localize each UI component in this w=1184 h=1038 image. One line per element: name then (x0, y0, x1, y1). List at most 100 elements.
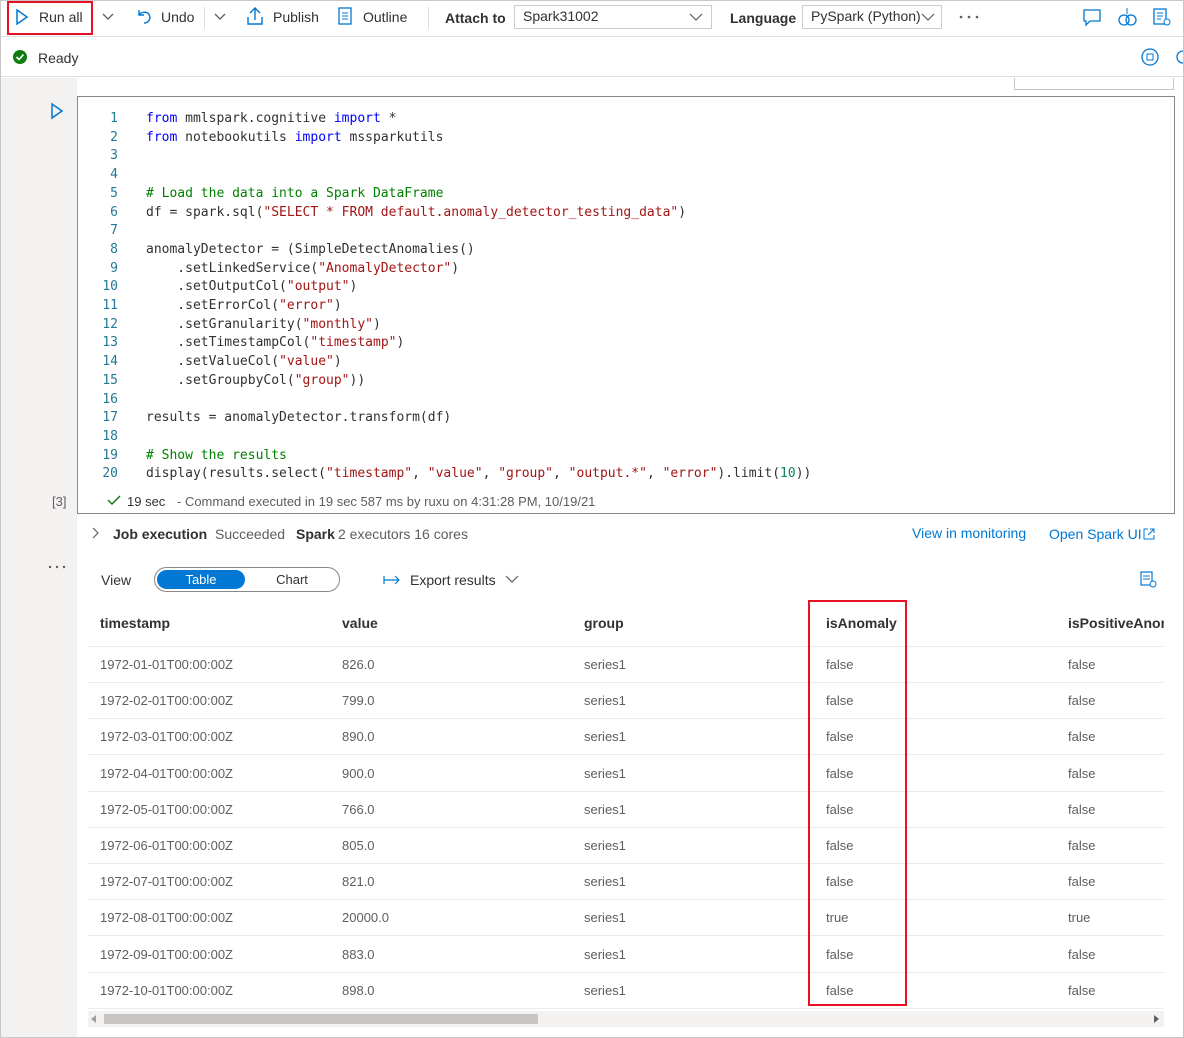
line-number: 11 (102, 298, 118, 313)
row-divider (88, 826, 1164, 828)
table-cell: false (826, 693, 854, 709)
table-cell: false (826, 946, 854, 962)
column-header: isAnomaly (826, 615, 897, 631)
code-line: results = anomalyDetector.transform(df) (146, 410, 451, 425)
table-cell: false (1068, 838, 1096, 853)
attach-dropdown[interactable]: Spark31002 (514, 5, 712, 29)
chart-toggle[interactable]: Chart (276, 572, 308, 587)
row-divider (88, 863, 1164, 864)
code-token: .setOutputCol( (146, 279, 287, 295)
code-token: "SELECT * FROM default.anomaly_detector_… (263, 204, 679, 220)
code-token: "error" (662, 466, 718, 482)
scroll-thumb[interactable] (104, 1014, 538, 1024)
code-token: mssparkutils (341, 129, 444, 145)
code-token: notebookutils (177, 129, 295, 145)
code-line: df = spark.sql("SELECT * FROM default.an… (146, 205, 686, 220)
code-token: "value" (279, 354, 334, 370)
code-token: "output.*" (568, 466, 647, 482)
open-spark-ui-link[interactable]: Open Spark UI (1049, 526, 1142, 542)
code-line: .setTimestampCol("timestamp") (146, 335, 404, 350)
stop-session-button[interactable] (1140, 47, 1160, 67)
outline-button[interactable]: Outline (363, 9, 408, 25)
column-settings-button[interactable] (1139, 570, 1157, 588)
spark-label: Spark (296, 526, 335, 542)
code-token: from (146, 129, 178, 145)
publish-icon (247, 7, 263, 25)
properties-button[interactable] (1152, 7, 1172, 27)
view-monitoring-link[interactable]: View in monitoring (912, 525, 1027, 541)
success-icon (107, 495, 121, 506)
table-cell: false (826, 729, 854, 745)
row-divider (88, 1007, 1164, 1009)
play-icon (16, 9, 29, 25)
table-cell: series1 (584, 910, 626, 926)
chevron[interactable] (213, 11, 227, 23)
code-line: # Load the data into a Spark DataFrame (146, 186, 443, 201)
settings-button[interactable] (1173, 47, 1184, 67)
code-token: ) (373, 316, 381, 332)
table-cell: 1972-07-01T00:00:00Z (100, 874, 233, 890)
row-divider (88, 682, 1164, 683)
code-token: # Show the results (146, 447, 287, 463)
line-number: 1 (110, 111, 118, 126)
code-token: ) (333, 354, 342, 370)
chevron[interactable] (505, 574, 519, 584)
code-cell: 1 from mmlspark.cognitive import * 2 from n… (77, 96, 1175, 514)
code-token: .setErrorCol( (146, 298, 280, 313)
code-line: anomalyDetector = (SimpleDetectAnomalies… (146, 242, 475, 257)
table-cell: series1 (584, 765, 626, 781)
publish-button[interactable]: Publish (273, 9, 319, 25)
run-all-button[interactable]: Run all (39, 9, 83, 25)
undo-icon (138, 10, 151, 24)
expand-chevron[interactable] (91, 526, 101, 540)
divider (428, 7, 429, 29)
chevron[interactable] (101, 11, 115, 23)
code-token: , (553, 466, 569, 482)
more-button[interactable] (958, 14, 980, 20)
highlight-box (808, 600, 907, 1006)
toolbar: Run all Undo Publish Outline Attach to S… (1, 1, 1183, 37)
variables-button[interactable] (1116, 6, 1138, 28)
horizontal-scrollbar[interactable] (88, 1011, 1164, 1027)
cell-more-button[interactable] (47, 564, 69, 570)
column-header: group (584, 615, 624, 631)
code-line: from mmlspark.cognitive import * (146, 111, 396, 126)
line-number: 18 (102, 428, 118, 444)
outline-icon (338, 7, 352, 25)
code-token: display(results.select( (146, 466, 327, 482)
table-cell: false (826, 801, 854, 817)
code-token: .setGroupbyCol( (146, 372, 295, 388)
cell-toolbar (1014, 78, 1174, 90)
line-number: 5 (110, 185, 118, 201)
code-line: .setOutputCol("output") (146, 279, 357, 294)
code-token: import (333, 111, 381, 126)
language-label: Language (730, 10, 797, 26)
scroll-right[interactable] (1154, 1015, 1160, 1023)
run-cell-button[interactable] (49, 102, 65, 120)
table-cell: false (826, 657, 854, 672)
export-button[interactable]: Export results (410, 572, 496, 588)
table-cell: false (1068, 657, 1096, 672)
row-divider (88, 754, 1164, 756)
code-token: import (294, 129, 342, 145)
table-toggle[interactable]: Table (157, 570, 245, 589)
code-line: .setGranularity("monthly") (146, 317, 381, 332)
language-dropdown[interactable]: PySpark (Python) (802, 5, 942, 29)
code-token: 10 (780, 466, 796, 482)
code-token: ) (451, 260, 460, 276)
table-cell: false (1068, 693, 1096, 709)
attach-value: Spark31002 (523, 8, 599, 24)
results-table: timestamp value group isAnomaly isPositiveAn… (77, 600, 1164, 1010)
line-number: 12 (102, 316, 118, 332)
code-line: .setValueCol("value") (146, 354, 342, 370)
execution-info: - Command executed in 19 sec 587 ms by r… (177, 494, 596, 509)
attach-label: Attach to (445, 10, 506, 26)
table-cell: true (1068, 910, 1091, 926)
table-cell: 1972-09-01T00:00:00Z (100, 946, 233, 962)
undo-button[interactable]: Undo (161, 9, 195, 25)
highlight-box (7, 1, 93, 35)
table-cell: false (1068, 874, 1096, 890)
comments-button[interactable] (1082, 7, 1102, 27)
code-token: anomalyDetector = (SimpleDetectAnomalies… (146, 241, 475, 257)
scroll-left[interactable] (91, 1015, 97, 1023)
